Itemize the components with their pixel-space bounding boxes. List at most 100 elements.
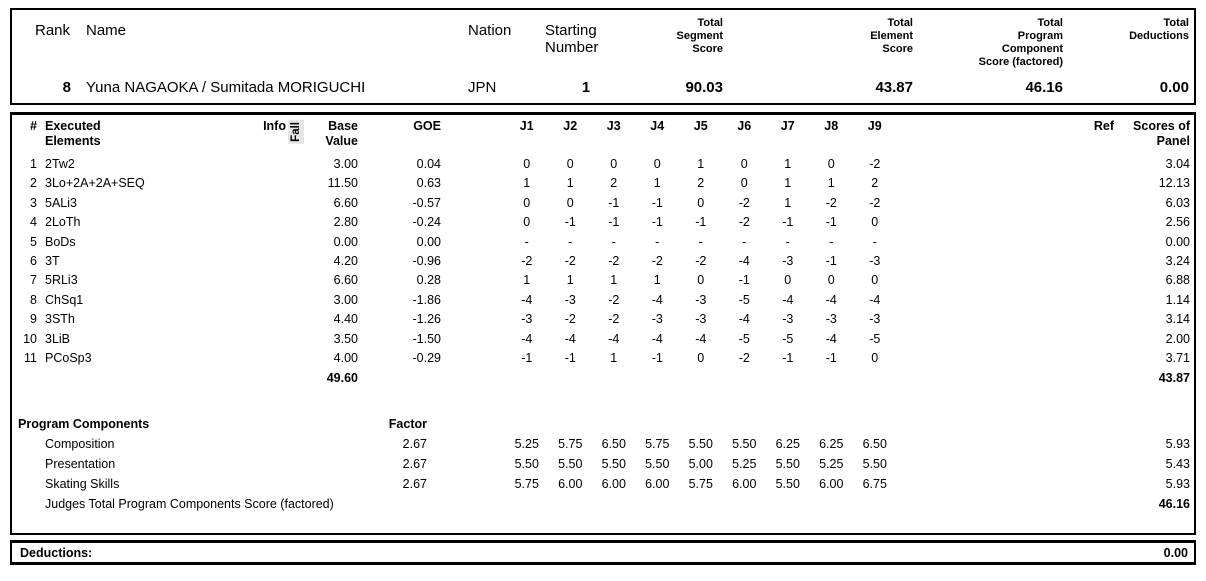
element-panel-score: 2.00 (1165, 331, 1190, 346)
components-total-label: Judges Total Program Components Score (f… (45, 497, 334, 512)
judge-score: 1 (784, 195, 792, 210)
judge-score: -1 (564, 215, 576, 230)
judge-score: -4 (651, 331, 663, 346)
judge-score: -3 (825, 312, 837, 327)
element-fall (286, 233, 306, 252)
col-judge-7: J7 (780, 119, 795, 133)
element-fall (286, 310, 306, 329)
judge-score: 0 (697, 273, 705, 288)
judge-score: 1 (523, 176, 531, 191)
elements-total-row: 49.60 43.87 (12, 368, 1194, 388)
element-ref (897, 213, 1115, 232)
judge-score: -5 (738, 331, 750, 346)
judge-score: -4 (782, 292, 794, 307)
element-number: 6 (30, 254, 37, 269)
element-base-value: 4.00 (333, 351, 358, 366)
col-ref: Ref (1093, 119, 1114, 133)
element-name: 5ALi3 (45, 195, 77, 210)
element-fall (286, 174, 306, 193)
judge-score: -4 (521, 292, 533, 307)
judge-score: 0 (827, 273, 835, 288)
judge-score: 1 (784, 176, 792, 191)
element-goe: -1.50 (412, 331, 442, 346)
element-number: 9 (30, 312, 37, 327)
judge-score: -2 (869, 195, 881, 210)
element-base-value: 3.00 (333, 157, 358, 171)
judge-score: -2 (608, 254, 620, 269)
judge-score: -4 (738, 312, 750, 327)
element-goe: -0.24 (412, 215, 442, 230)
judge-score: 1 (566, 273, 574, 288)
judge-score: -2 (695, 254, 707, 269)
starting-number-value: 1 (581, 79, 591, 96)
element-base-value: 3.00 (333, 292, 358, 307)
component-judge-score: 5.75 (558, 437, 583, 452)
component-name: Presentation (45, 457, 116, 472)
component-factor: 2.67 (402, 457, 427, 472)
col-goe: GOE (413, 119, 441, 133)
element-base-value: 2.80 (333, 215, 358, 230)
element-panel-score: 3.04 (1165, 157, 1190, 171)
element-number: 10 (23, 331, 37, 346)
element-goe: -0.96 (412, 254, 442, 269)
element-ref (897, 291, 1115, 310)
component-judge-score: 6.50 (601, 437, 626, 452)
element-number: 1 (30, 157, 37, 171)
judge-score: -3 (521, 312, 533, 327)
judge-score: -1 (651, 351, 663, 366)
component-name: Skating Skills (45, 477, 120, 492)
judge-score: -3 (695, 312, 707, 327)
element-name: 3T (45, 254, 60, 269)
judge-score: -1 (521, 351, 533, 366)
judge-score: -2 (564, 254, 576, 269)
component-judge-score: 5.25 (819, 457, 844, 472)
component-judge-score: 6.00 (645, 477, 670, 492)
component-judge-score: 5.75 (688, 477, 713, 492)
component-row: Presentation 2.67 5.50 5.50 5.50 5.50 5.00 5.… (12, 454, 1194, 474)
element-row: 5 BoDs 0.00 0.00 - - - - - - - - - 0.00 (12, 233, 1194, 252)
judge-score: 0 (827, 157, 835, 171)
judge-score: - (698, 234, 703, 249)
element-base-value: 4.40 (333, 312, 358, 327)
col-judge-1: J1 (519, 119, 534, 133)
element-goe: -0.57 (412, 195, 442, 210)
element-ref (897, 155, 1115, 174)
element-number: 8 (30, 292, 37, 307)
judge-score: 1 (653, 176, 661, 191)
judge-score: - (742, 234, 747, 249)
total-segment-score-value: 90.03 (685, 79, 723, 96)
judge-score: -4 (825, 331, 837, 346)
component-judge-score: 6.00 (819, 477, 844, 492)
judge-score: -2 (521, 254, 533, 269)
judge-score: - (524, 234, 529, 249)
judge-score: -4 (651, 292, 663, 307)
judge-score: -3 (782, 312, 794, 327)
judge-score: -2 (608, 312, 620, 327)
element-panel-score: 12.13 (1158, 176, 1190, 191)
element-fall (286, 291, 306, 310)
element-fall (286, 330, 306, 349)
element-info (238, 194, 286, 213)
rank-value: 8 (62, 79, 71, 96)
col-fall: Fall (286, 115, 306, 155)
judge-score: -3 (695, 292, 707, 307)
col-info: Info (263, 119, 286, 133)
component-panel-score: 5.43 (1165, 457, 1190, 472)
name-label: Name (86, 22, 127, 39)
factor-label: Factor (388, 417, 427, 432)
component-row: Skating Skills 2.67 5.75 6.00 6.00 6.00 5.75… (12, 474, 1194, 494)
component-judge-score: 6.25 (775, 437, 800, 452)
component-judge-score: 6.00 (732, 477, 757, 492)
element-row: 11 PCoSp3 4.00 -0.29 -1 -1 1 -1 0 -2 -1 -1 0 3.7… (12, 349, 1194, 368)
element-base-value: 0.00 (333, 234, 358, 249)
col-base-value: Base Value (325, 119, 358, 148)
element-base-value: 6.60 (333, 273, 358, 288)
col-judge-8: J8 (824, 119, 839, 133)
judge-score: 1 (523, 273, 531, 288)
component-judge-score: 5.25 (514, 437, 539, 452)
element-fall (286, 271, 306, 290)
element-ref (897, 194, 1115, 213)
element-goe: -1.26 (412, 312, 442, 327)
element-fall (286, 252, 306, 271)
element-row: 7 5RLi3 6.60 0.28 1 1 1 1 0 -1 0 0 0 6.88 (12, 271, 1194, 290)
